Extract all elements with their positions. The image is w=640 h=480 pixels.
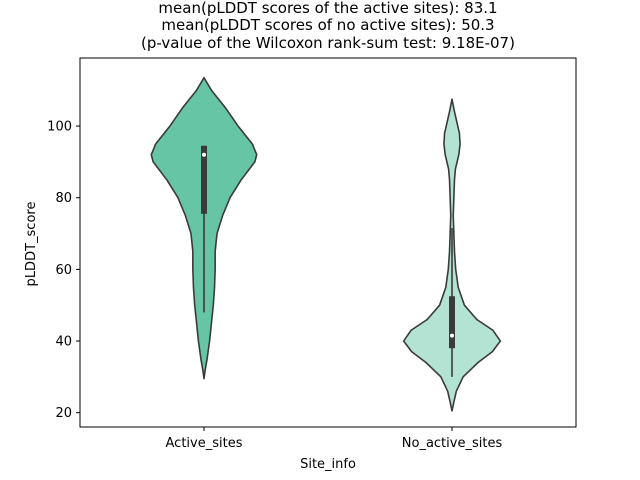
y-axis-ticks: 20 40 60 80 100 (47, 120, 80, 421)
x-axis-ticks: Active_sites No_active_sites (166, 427, 503, 451)
x-axis-label: Site_info (300, 457, 356, 472)
chart-title-line-1: mean(pLDDT scores of the active sites): … (158, 0, 498, 17)
chart-title-line-3: (p-value of the Wilcoxon rank-sum test: … (141, 34, 515, 52)
x-tick-label: Active_sites (166, 436, 243, 451)
y-tick-label: 100 (47, 120, 72, 135)
x-tick-label: No_active_sites (402, 436, 503, 451)
median-dot-active-sites (202, 152, 206, 157)
y-tick-label: 20 (55, 406, 72, 421)
iqr-box-no-active-sites (449, 296, 455, 349)
y-tick-label: 40 (55, 335, 72, 350)
chart-title-line-2: mean(pLDDT scores of no active sites): 5… (161, 16, 495, 34)
boxes-layer (201, 145, 455, 377)
y-tick-label: 60 (55, 263, 72, 278)
axes-frame (79, 57, 577, 428)
y-tick-label: 80 (55, 191, 72, 206)
median-dot-no-active-sites (450, 333, 454, 338)
y-axis-label: pLDDT_score (24, 202, 39, 287)
iqr-box-active-sites (201, 145, 207, 214)
